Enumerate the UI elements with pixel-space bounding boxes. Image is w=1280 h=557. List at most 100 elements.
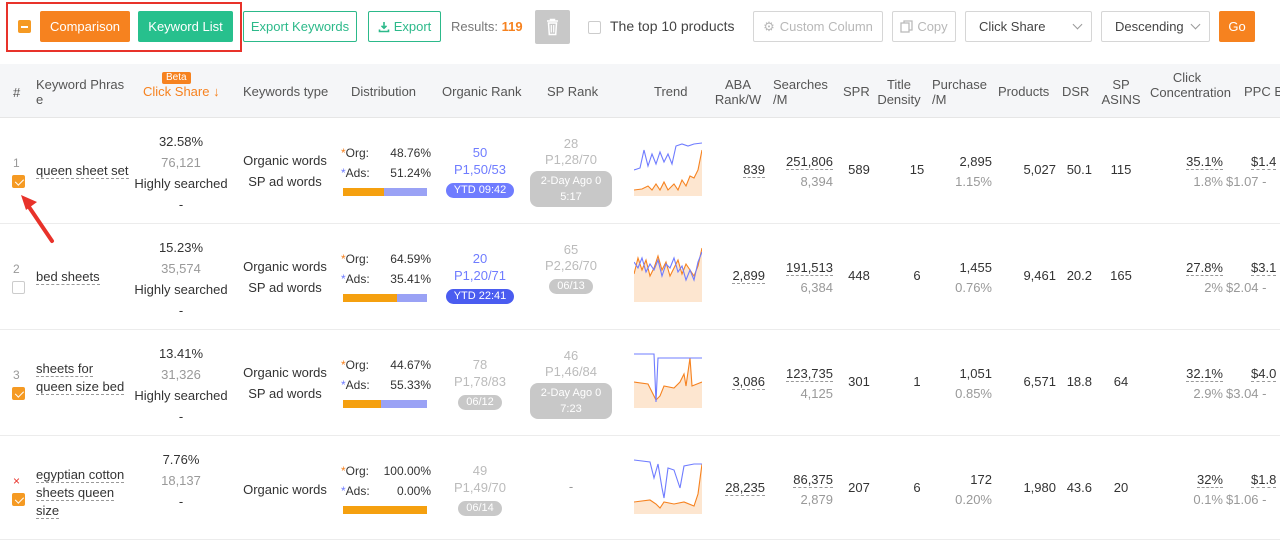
- table-row[interactable]: 1 queen sheet set 32.58% 76,121 Highly se…: [0, 118, 1280, 224]
- col-title-density[interactable]: Title Density: [877, 77, 921, 107]
- dsr-value: 43.6: [1066, 480, 1092, 495]
- export-keywords-button[interactable]: Export Keywords: [243, 11, 357, 42]
- col-ppc[interactable]: PPC B: [1244, 84, 1280, 99]
- click-share-value: 7.76%: [162, 452, 200, 467]
- col-sp-asins[interactable]: SP ASINS: [1101, 77, 1141, 107]
- top10-label: The top 10 products: [610, 18, 735, 34]
- org-label: *Org:: [341, 464, 370, 478]
- sp-asins-value: 165: [1110, 268, 1132, 283]
- purchase-value: 1,455: [959, 260, 992, 275]
- searches-cell[interactable]: 123,735 4,125: [770, 364, 833, 404]
- col-organic-rank[interactable]: Organic Rank: [442, 84, 522, 99]
- trash-icon: [547, 18, 558, 36]
- trend-sparkline[interactable]: [634, 352, 702, 408]
- organic-rank-cell[interactable]: 20 P1,20/71 YTD 22:41: [440, 250, 520, 304]
- comparison-button[interactable]: Comparison: [40, 11, 130, 42]
- click-count: 35,574: [161, 261, 201, 276]
- sort-field-select[interactable]: Click Share: [965, 11, 1092, 42]
- select-all-checkbox[interactable]: [18, 20, 31, 33]
- col-purchase[interactable]: Purchase /M: [932, 77, 987, 107]
- organic-rank-cell[interactable]: 50 P1,50/53 YTD 09:42: [440, 144, 520, 198]
- go-button[interactable]: Go: [1219, 11, 1255, 42]
- row-checkbox[interactable]: [12, 281, 25, 294]
- export-button[interactable]: Export: [368, 11, 441, 42]
- sort-order-select[interactable]: Descending: [1101, 11, 1210, 42]
- aba-rank[interactable]: 28,235: [725, 480, 765, 496]
- keyword-text: sheets for queen size bed: [36, 361, 125, 395]
- searches-cell[interactable]: 251,806 8,394: [770, 152, 833, 192]
- row-checkbox[interactable]: [12, 493, 25, 506]
- sp-asins-value: 20: [1113, 480, 1129, 495]
- download-icon: [378, 21, 390, 32]
- searches-cell[interactable]: 86,375 2,879: [770, 470, 833, 510]
- col-click-share[interactable]: Click Share ↓: [143, 84, 220, 99]
- col-spr[interactable]: SPR: [843, 84, 870, 99]
- organic-rank-position: P1,50/53: [453, 162, 507, 177]
- top10-checkbox[interactable]: [588, 21, 601, 34]
- delete-button[interactable]: [535, 10, 570, 44]
- org-label: *Org:: [341, 358, 370, 372]
- trend-sparkline[interactable]: [634, 246, 702, 302]
- products-value: 5,027: [1023, 162, 1056, 177]
- organic-rank-value: 49: [472, 463, 488, 478]
- col-sp-rank[interactable]: SP Rank: [547, 84, 599, 99]
- click-share-dash: -: [178, 409, 184, 424]
- aba-rank[interactable]: 2,899: [732, 268, 765, 284]
- distribution-cell: *Org: 44.67% *Ads: 55.33%: [341, 358, 431, 398]
- purchase-percent: 0.76%: [955, 280, 992, 295]
- dsr-value: 50.1: [1066, 162, 1092, 177]
- trend-sparkline[interactable]: [634, 140, 702, 196]
- keyword-phrase[interactable]: sheets for queen size bed: [36, 360, 130, 396]
- keyword-phrase[interactable]: bed sheets: [36, 268, 130, 286]
- custom-column-button[interactable]: ⚙ Custom Column: [753, 11, 883, 42]
- toolbar: Comparison Keyword List Export Keywords …: [0, 0, 1280, 62]
- col-products[interactable]: Products: [998, 84, 1050, 99]
- org-percent: 64.59%: [390, 252, 431, 266]
- title-density-value: 15: [909, 162, 925, 177]
- col-searches[interactable]: Searches /M: [773, 77, 828, 107]
- keyword-text: egyptian cotton sheets queen size: [36, 467, 125, 519]
- searches-cell[interactable]: 191,513 6,384: [770, 258, 833, 298]
- col-dsr[interactable]: DSR: [1062, 84, 1090, 99]
- organic-rank-badge: 06/12: [458, 395, 502, 410]
- keyword-list-button[interactable]: Keyword List: [138, 11, 233, 42]
- table-row[interactable]: 3 sheets for queen size bed 13.41% 31,326…: [0, 330, 1280, 436]
- click-count: 31,326: [161, 367, 201, 382]
- row-checkbox[interactable]: [12, 387, 25, 400]
- row-checkbox[interactable]: [12, 175, 25, 188]
- col-keyword[interactable]: Keyword Phrase: [36, 77, 125, 107]
- sp-asins-value: 64: [1113, 374, 1129, 389]
- trend-sparkline[interactable]: [634, 458, 702, 514]
- organic-rank-cell[interactable]: 49 P1,49/70 06/14: [440, 462, 520, 516]
- spr-value: 301: [848, 374, 870, 389]
- org-share-bar: [343, 294, 397, 302]
- organic-rank-position: P1,78/83: [453, 374, 507, 389]
- table-row[interactable]: × egyptian cotton sheets queen size 7.76%…: [0, 436, 1280, 540]
- col-aba[interactable]: ABA Rank/W: [714, 77, 762, 107]
- aba-rank[interactable]: 3,086: [732, 374, 765, 390]
- table-row[interactable]: 2 bed sheets 15.23% 35,574 Highly searche…: [0, 224, 1280, 330]
- col-click-concentration[interactable]: Click Concentration: [1150, 70, 1231, 100]
- sort-field-value: Click Share: [979, 19, 1046, 34]
- purchase-cell: 1,051 0.85%: [935, 364, 992, 404]
- purchase-percent: 0.20%: [955, 492, 992, 507]
- click-share-cell: 32.58% 76,121 Highly searched -: [131, 131, 231, 215]
- sp-rank-cell[interactable]: 28 P1,28/70 2-Day Ago 0 5:17: [528, 136, 614, 207]
- export-label: Export: [393, 19, 432, 34]
- ads-percent: 0.00%: [396, 484, 431, 498]
- ads-percent: 35.41%: [390, 272, 431, 286]
- sp-rank-cell[interactable]: 46 P1,46/84 2-Day Ago 0 7:23: [528, 348, 614, 419]
- ppc-value: $1.4: [1251, 154, 1277, 170]
- click-concentration-cell: 32.1% 2.9%: [1160, 364, 1223, 404]
- keyword-phrase[interactable]: egyptian cotton sheets queen size: [36, 466, 130, 520]
- organic-rank-cell[interactable]: 78 P1,78/83 06/12: [440, 356, 520, 410]
- ads-label: *Ads:: [341, 484, 370, 498]
- keyword-phrase[interactable]: queen sheet set: [36, 162, 130, 180]
- aba-rank[interactable]: 839: [743, 162, 765, 178]
- click-share-dash: -: [178, 494, 184, 509]
- sp-rank-badge: 2-Day Ago 0 7:23: [530, 383, 612, 419]
- organic-rank-badge: YTD 22:41: [445, 289, 515, 304]
- arrow-down-icon: ↓: [213, 84, 220, 99]
- copy-button[interactable]: Copy: [892, 11, 956, 42]
- sp-rank-cell[interactable]: 65 P2,26/70 06/13: [528, 242, 614, 294]
